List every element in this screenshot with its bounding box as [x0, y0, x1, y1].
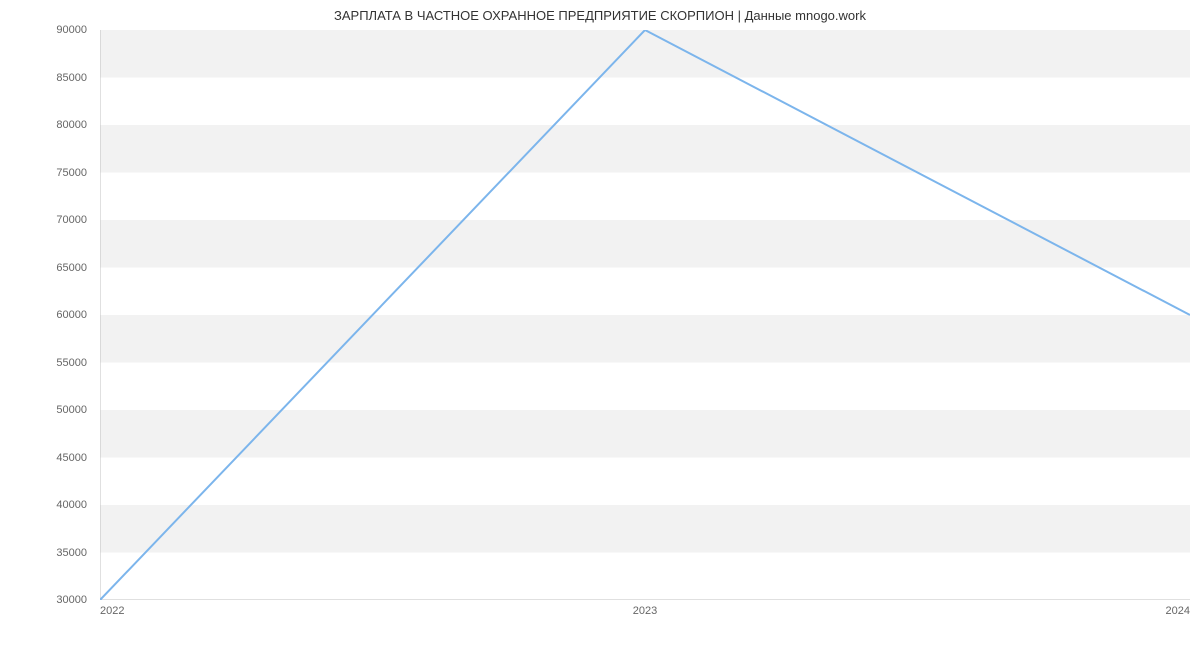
y-tick-label: 75000: [56, 167, 87, 179]
x-axis-labels: 2022 2023 2024: [100, 605, 1190, 625]
plot-area: [100, 30, 1190, 600]
y-axis-labels: 3000035000400004500050000550006000065000…: [0, 30, 95, 600]
grid-band: [100, 553, 1190, 601]
x-tick-label: 2024: [1166, 605, 1190, 617]
grid-band: [100, 505, 1190, 553]
x-tick-label: 2023: [633, 605, 657, 617]
grid-band: [100, 315, 1190, 363]
y-tick-label: 85000: [56, 72, 87, 84]
grid-band: [100, 173, 1190, 221]
y-tick-label: 35000: [56, 547, 87, 559]
y-tick-label: 45000: [56, 452, 87, 464]
chart-title: ЗАРПЛАТА В ЧАСТНОЕ ОХРАННОЕ ПРЕДПРИЯТИЕ …: [0, 8, 1200, 23]
y-tick-label: 50000: [56, 404, 87, 416]
y-tick-label: 90000: [56, 24, 87, 36]
y-tick-label: 65000: [56, 262, 87, 274]
grid-band: [100, 363, 1190, 411]
plot-svg: [100, 30, 1190, 600]
y-tick-label: 40000: [56, 499, 87, 511]
chart-container: ЗАРПЛАТА В ЧАСТНОЕ ОХРАННОЕ ПРЕДПРИЯТИЕ …: [0, 0, 1200, 650]
grid-band: [100, 220, 1190, 268]
y-tick-label: 30000: [56, 594, 87, 606]
grid-band: [100, 268, 1190, 316]
grid-band: [100, 78, 1190, 126]
y-tick-label: 55000: [56, 357, 87, 369]
y-tick-label: 70000: [56, 214, 87, 226]
grid-band: [100, 410, 1190, 458]
y-tick-label: 60000: [56, 309, 87, 321]
grid-band: [100, 30, 1190, 78]
grid-band: [100, 458, 1190, 506]
grid-band: [100, 125, 1190, 173]
y-tick-label: 80000: [56, 119, 87, 131]
x-tick-label: 2022: [100, 605, 124, 617]
